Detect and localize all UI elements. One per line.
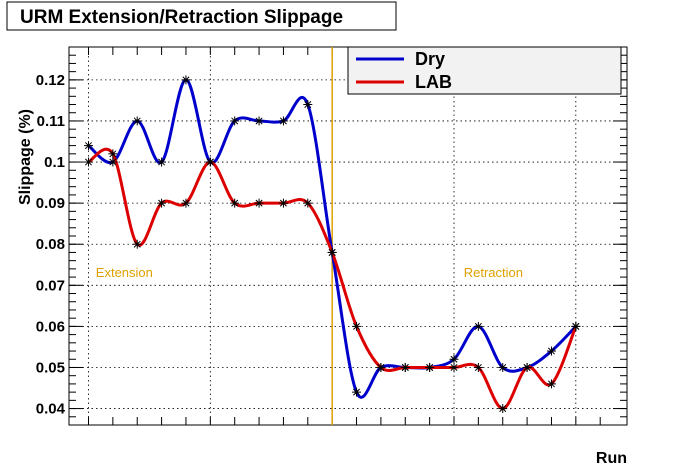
data-point-lab <box>303 198 313 208</box>
data-point-lab <box>449 362 459 372</box>
data-point-dry <box>181 75 191 85</box>
data-point-lab <box>352 321 362 331</box>
marker-stroke <box>255 117 263 125</box>
x-axis-title: Run <box>596 450 627 467</box>
marker-stroke <box>377 363 385 371</box>
marker-stroke <box>572 322 580 330</box>
legend-label-dry: Dry <box>415 49 445 69</box>
y-tick-label: 0.08 <box>36 236 65 253</box>
marker-stroke <box>328 248 336 256</box>
marker-stroke <box>353 388 361 396</box>
data-point-lab <box>327 247 337 257</box>
marker-stroke <box>158 199 166 207</box>
data-point-lab <box>400 362 410 372</box>
legend-box <box>347 46 622 95</box>
plot-frame <box>68 46 628 426</box>
y-tick-label: 0.06 <box>36 318 65 335</box>
data-point-dry <box>230 116 240 126</box>
marker-stroke <box>182 199 190 207</box>
marker-stroke <box>474 322 482 330</box>
data-point-lab <box>425 362 435 372</box>
grid <box>69 47 627 425</box>
data-point-lab <box>230 198 240 208</box>
marker-stroke <box>158 158 166 166</box>
data-point-lab <box>181 198 191 208</box>
data-point-dry <box>352 387 362 397</box>
legend: Dry LAB <box>347 46 622 95</box>
data-point-dry <box>254 116 264 126</box>
marker-stroke <box>450 363 458 371</box>
data-point-dry <box>278 116 288 126</box>
annotation-label: Extension <box>96 265 153 280</box>
data-point-lab <box>108 149 118 159</box>
marker-stroke <box>84 158 92 166</box>
marker-stroke <box>255 199 263 207</box>
data-point-dry <box>132 116 142 126</box>
data-point-dry <box>83 141 93 151</box>
data-point-lab <box>278 198 288 208</box>
marker-stroke <box>84 142 92 150</box>
data-point-lab <box>376 362 386 372</box>
y-axis: 0.04 0.05 0.06 0.07 0.08 0.09 0.1 0.11 0.12 <box>36 46 627 426</box>
marker-stroke <box>133 117 141 125</box>
data-point-dry <box>473 321 483 331</box>
marker-stroke <box>304 101 312 109</box>
marker-stroke <box>474 363 482 371</box>
marker-stroke <box>133 240 141 248</box>
data-point-lab <box>498 404 508 414</box>
marker-stroke <box>109 158 117 166</box>
data-point-lab <box>546 379 556 389</box>
marker-stroke <box>182 76 190 84</box>
marker-stroke <box>231 117 239 125</box>
legend-label-lab: LAB <box>415 72 452 92</box>
marker-stroke <box>547 380 555 388</box>
data-point-dry <box>546 346 556 356</box>
annotations: Extension Retraction <box>96 265 523 280</box>
data-point-lab <box>205 157 215 167</box>
y-axis-title: Slippage (%) <box>17 109 34 205</box>
data-point-dry <box>108 157 118 167</box>
y-tick-label: 0.11 <box>37 113 65 130</box>
marker-stroke <box>547 347 555 355</box>
data-point-lab <box>473 362 483 372</box>
data-point-dry <box>157 157 167 167</box>
series-line-dry <box>87 78 577 399</box>
data-point-dry <box>303 100 313 110</box>
marker-stroke <box>353 322 361 330</box>
chart-title: URM Extension/Retraction Slippage <box>20 7 343 28</box>
marker-stroke <box>450 355 458 363</box>
marker-stroke <box>231 199 239 207</box>
marker-stroke <box>304 199 312 207</box>
marker-stroke <box>499 363 507 371</box>
data-point-dry <box>449 354 459 364</box>
data-point-lab <box>157 198 167 208</box>
marker-stroke <box>206 158 214 166</box>
y-tick-label: 0.12 <box>36 72 65 89</box>
y-tick-label: 0.07 <box>36 277 65 294</box>
data-point-lab <box>571 321 581 331</box>
markers <box>83 75 581 414</box>
y-tick-label: 0.04 <box>36 401 66 418</box>
y-tick-label: 0.09 <box>36 195 65 212</box>
data-point-dry <box>498 362 508 372</box>
marker-stroke <box>109 150 117 158</box>
y-tick-label: 0.1 <box>44 154 65 171</box>
marker-stroke <box>426 363 434 371</box>
annotation-label: Retraction <box>464 265 523 280</box>
marker-stroke <box>279 117 287 125</box>
marker-stroke <box>499 405 507 413</box>
data-point-lab <box>83 157 93 167</box>
marker-stroke <box>523 363 531 371</box>
title-box <box>6 1 397 31</box>
data-point-lab <box>522 362 532 372</box>
data-point-lab <box>254 198 264 208</box>
data-point-lab <box>132 239 142 249</box>
y-tick-label: 0.05 <box>36 359 65 376</box>
marker-stroke <box>401 363 409 371</box>
marker-stroke <box>279 199 287 207</box>
